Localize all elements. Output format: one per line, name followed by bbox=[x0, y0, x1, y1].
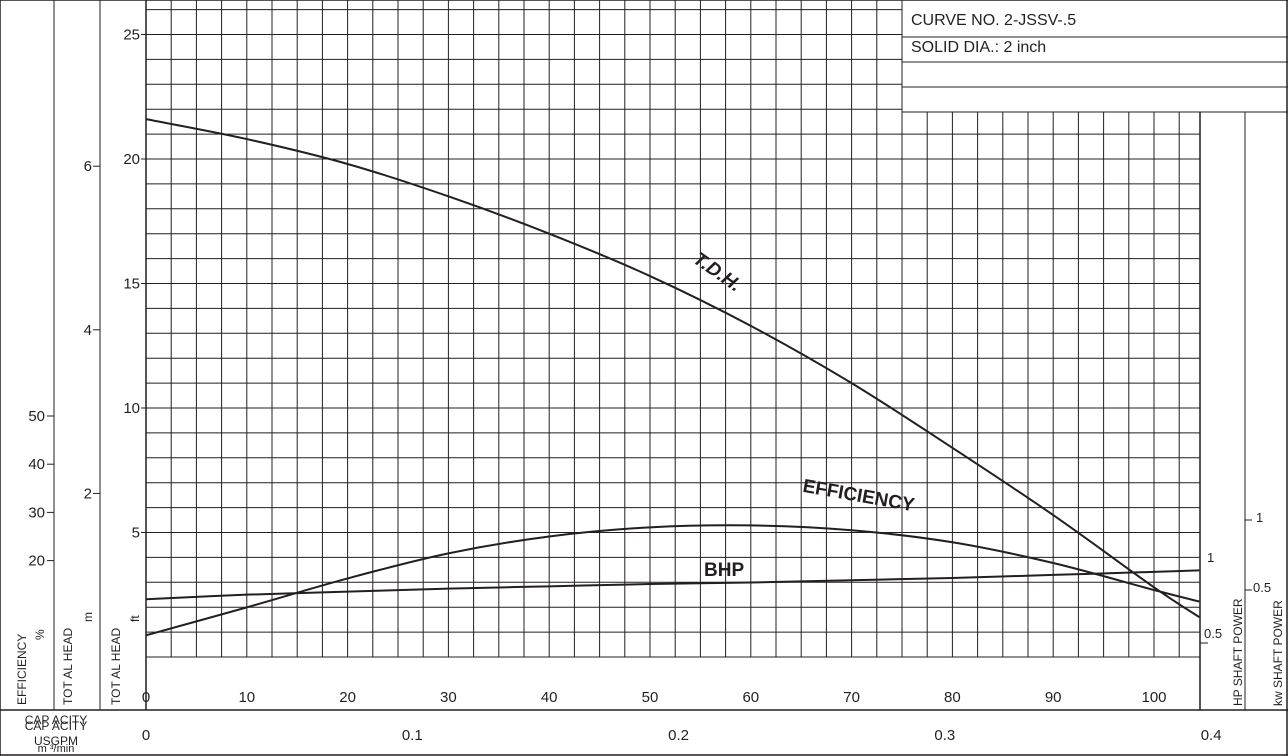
efficiency-curve bbox=[145, 524, 1200, 637]
m3min-tick: 0.3 bbox=[934, 727, 955, 744]
capacity-usgpm-title: CAP ACITY bbox=[25, 719, 87, 733]
svg-text:TOT AL HEAD: TOT AL HEAD bbox=[61, 628, 75, 705]
m3min-tick: 0 bbox=[142, 727, 150, 744]
head-ft-tick: 10 bbox=[123, 400, 140, 417]
hp-axis-title: HP SHAFT POWER bbox=[1231, 598, 1245, 706]
hp-tick: 1 bbox=[1207, 550, 1214, 565]
head-ft-tick: 15 bbox=[123, 276, 140, 293]
svg-text:EFFICIENCY: EFFICIENCY bbox=[15, 634, 29, 705]
usgpm-tick: 0 bbox=[142, 689, 150, 706]
head-m-tick: 4 bbox=[84, 322, 92, 339]
svg-text:%: % bbox=[33, 629, 47, 640]
head-m-tick-labels: 2 4 6 bbox=[84, 158, 92, 502]
usgpm-tick: 20 bbox=[339, 689, 356, 706]
usgpm-tick: 40 bbox=[541, 689, 558, 706]
usgpm-tick-labels: 0 10 20 30 40 50 60 70 80 90 100 bbox=[142, 689, 1167, 706]
solid-diameter-label: SOLID DIA.: 2 inch bbox=[911, 39, 1046, 56]
efficiency-axis-title: EFFICIENCY % bbox=[15, 629, 47, 705]
kw-tick: 1 bbox=[1256, 510, 1263, 525]
head-ft-tick: 20 bbox=[123, 151, 140, 168]
tdh-curve bbox=[145, 118, 1200, 618]
efficiency-tick-labels: 20 30 40 50 bbox=[28, 408, 45, 570]
efficiency-tick: 50 bbox=[28, 408, 45, 425]
head-ft-tick: 25 bbox=[123, 27, 140, 44]
head-m-tick: 2 bbox=[84, 485, 92, 502]
usgpm-tick: 80 bbox=[944, 689, 961, 706]
efficiency-tick: 20 bbox=[28, 553, 45, 570]
head-m-axis-title: TOT AL HEAD m bbox=[61, 612, 95, 705]
usgpm-tick: 50 bbox=[642, 689, 659, 706]
head-m-tick: 6 bbox=[84, 158, 92, 175]
usgpm-tick: 70 bbox=[843, 689, 860, 706]
tdh-curve-label: T.D.H. bbox=[689, 249, 745, 297]
efficiency-tick: 40 bbox=[28, 456, 45, 473]
m3min-tick: 0.1 bbox=[402, 727, 423, 744]
usgpm-tick: 30 bbox=[440, 689, 457, 706]
efficiency-tick: 30 bbox=[28, 504, 45, 521]
kw-tick: 0.5 bbox=[1253, 580, 1271, 595]
svg-text:ft: ft bbox=[128, 615, 142, 622]
head-ft-tick-labels: 5 10 15 20 25 bbox=[123, 27, 140, 542]
usgpm-tick: 90 bbox=[1045, 689, 1062, 706]
efficiency-curve-label: EFFICIENCY bbox=[801, 476, 916, 516]
chart-grid bbox=[145, 0, 1201, 658]
kw-axis-title: kw SHAFT POWER bbox=[1271, 600, 1285, 706]
capacity-usgpm-unit: USGPM bbox=[34, 734, 78, 748]
head-ft-tick: 5 bbox=[132, 525, 140, 542]
capacity-m3min-unit: m ³/min bbox=[38, 743, 75, 755]
usgpm-tick: 10 bbox=[238, 689, 255, 706]
bhp-curve-label: BHP bbox=[704, 560, 744, 581]
usgpm-tick: 60 bbox=[742, 689, 759, 706]
hp-tick: 0.5 bbox=[1204, 626, 1222, 641]
m3min-tick-labels: 0 0.1 0.2 0.3 0.4 bbox=[142, 727, 1222, 744]
svg-text:TOT AL HEAD: TOT AL HEAD bbox=[109, 628, 123, 705]
usgpm-tick: 100 bbox=[1141, 689, 1166, 706]
capacity-m3min-title: CAP ACITY bbox=[25, 713, 87, 727]
svg-text:m: m bbox=[81, 612, 95, 622]
curve-number-label: CURVE NO. 2-JSSV-.5 bbox=[911, 12, 1076, 29]
m3min-tick: 0.2 bbox=[668, 727, 689, 744]
bhp-curve bbox=[145, 569, 1200, 601]
head-ft-axis-title: TOT AL HEAD ft bbox=[109, 615, 142, 705]
m3min-tick: 0.4 bbox=[1201, 727, 1222, 744]
